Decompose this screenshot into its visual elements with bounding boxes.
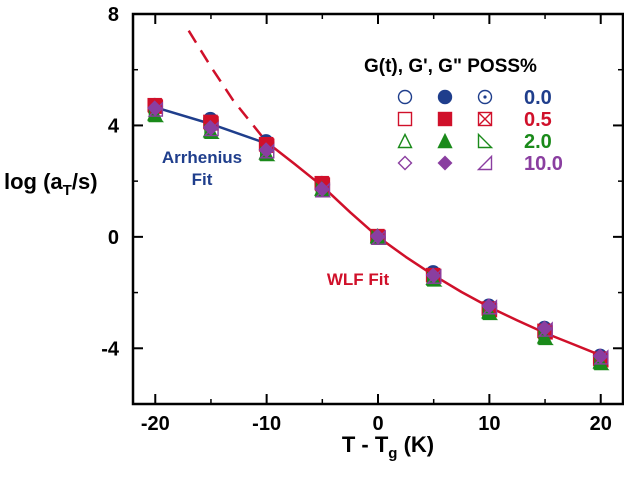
data-point	[481, 299, 498, 315]
x-tick-label: -20	[141, 413, 170, 435]
y-tick-label: 4	[108, 115, 120, 137]
data-point	[314, 182, 331, 198]
fit-curves	[154, 30, 602, 357]
legend-marker	[397, 155, 413, 171]
legend-label: 0.0	[524, 87, 552, 109]
legend-marker	[477, 111, 493, 127]
x-tick-label: -10	[252, 413, 281, 435]
data-points	[147, 97, 610, 371]
x-tick-label: 10	[478, 413, 500, 435]
legend-marker	[437, 155, 453, 171]
arrhenius-fit-label: Fit	[192, 170, 213, 189]
legend-label: 2.0	[524, 131, 552, 153]
data-point	[426, 268, 442, 284]
legend-label: 10.0	[524, 153, 563, 175]
y-tick-label: 0	[108, 227, 119, 249]
data-point	[147, 101, 164, 117]
legend-marker	[397, 111, 413, 127]
legend-marker	[397, 132, 413, 149]
data-point	[538, 329, 554, 346]
x-tick-label: 20	[590, 413, 612, 435]
legend-marker	[437, 111, 453, 127]
axes: -20 -10 0 10 20 -4 0 4 8 T - Tg (K) log (aT/s)	[4, 4, 623, 462]
legend-marker	[477, 132, 494, 149]
legend-marker	[437, 132, 453, 149]
data-point	[370, 229, 386, 245]
legend-marker	[437, 89, 453, 105]
legend-label: 0.5	[524, 109, 552, 131]
legend-marker	[397, 89, 413, 105]
wlf-fit-label: WLF Fit	[327, 270, 390, 289]
legend-header: G(t), G', G" POSS%	[364, 56, 537, 77]
x-tick-label: 0	[372, 413, 383, 435]
y-tick-label: -4	[101, 338, 120, 360]
arrhenius-fit-label: Arrhenius	[162, 148, 242, 167]
wlf-extrapolation-dashed	[187, 30, 268, 143]
legend-marker	[477, 89, 493, 105]
legend-marker	[476, 154, 493, 171]
legend: G(t), G', G" POSS% 0.00.52.010.0	[364, 56, 563, 175]
data-point	[203, 120, 219, 137]
data-point	[259, 143, 275, 159]
x-axis-title: T - Tg (K)	[342, 432, 434, 462]
data-point	[537, 321, 553, 337]
y-tick-label: 8	[108, 4, 119, 26]
fit-annotations: Arrhenius Fit WLF Fit	[162, 148, 390, 289]
y-axis-title: log (aT/s)	[4, 169, 98, 199]
data-point	[593, 349, 609, 365]
